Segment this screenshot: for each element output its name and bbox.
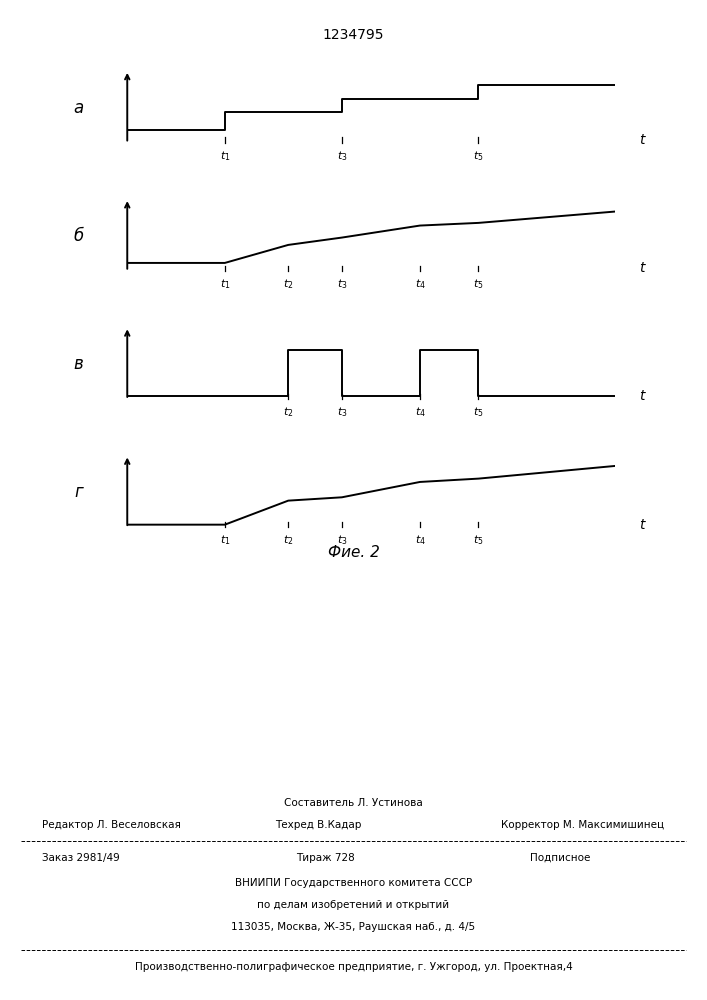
Text: $t_5$: $t_5$	[473, 277, 484, 291]
Text: $t_2$: $t_2$	[283, 533, 293, 547]
Text: г: г	[74, 483, 83, 501]
Text: $t_3$: $t_3$	[337, 277, 347, 291]
Text: а: а	[74, 99, 83, 117]
Text: Заказ 2981/49: Заказ 2981/49	[42, 853, 120, 863]
Text: 113035, Москва, Ж-35, Раушская наб., д. 4/5: 113035, Москва, Ж-35, Раушская наб., д. …	[231, 922, 476, 932]
Text: $t_2$: $t_2$	[283, 277, 293, 291]
Text: Фие. 2: Фие. 2	[327, 545, 380, 560]
Text: $t$: $t$	[639, 133, 648, 147]
Text: $t_3$: $t_3$	[337, 149, 347, 163]
Text: $t_5$: $t_5$	[473, 533, 484, 547]
Text: $t_4$: $t_4$	[414, 405, 426, 419]
Text: $t_3$: $t_3$	[337, 533, 347, 547]
Text: Подписное: Подписное	[530, 853, 590, 863]
Text: $t_3$: $t_3$	[337, 405, 347, 419]
Text: $t_5$: $t_5$	[473, 405, 484, 419]
Text: $t_4$: $t_4$	[414, 533, 426, 547]
Text: $t_1$: $t_1$	[220, 533, 230, 547]
Text: $t_5$: $t_5$	[473, 149, 484, 163]
Text: Составитель Л. Устинова: Составитель Л. Устинова	[284, 798, 423, 808]
Text: ВНИИПИ Государственного комитета СССР: ВНИИПИ Государственного комитета СССР	[235, 878, 472, 888]
Text: Производственно-полиграфическое предприятие, г. Ужгород, ул. Проектная,4: Производственно-полиграфическое предприя…	[134, 962, 573, 972]
Text: Техред В.Кадар: Техред В.Кадар	[275, 820, 361, 830]
Text: 1234795: 1234795	[323, 28, 384, 42]
Text: $t$: $t$	[639, 389, 648, 403]
Text: по делам изобретений и открытий: по делам изобретений и открытий	[257, 900, 450, 910]
Text: $t$: $t$	[639, 261, 648, 275]
Text: в: в	[74, 355, 83, 373]
Text: Редактор Л. Веселовская: Редактор Л. Веселовская	[42, 820, 181, 830]
Text: $t_1$: $t_1$	[220, 149, 230, 163]
Text: $t_1$: $t_1$	[220, 277, 230, 291]
Text: б: б	[74, 227, 83, 245]
Text: $t_4$: $t_4$	[414, 277, 426, 291]
Text: Тираж 728: Тираж 728	[296, 853, 355, 863]
Text: Корректор М. Максимишинец: Корректор М. Максимишинец	[501, 820, 665, 830]
Text: $t_2$: $t_2$	[283, 405, 293, 419]
Text: $t$: $t$	[639, 518, 648, 532]
